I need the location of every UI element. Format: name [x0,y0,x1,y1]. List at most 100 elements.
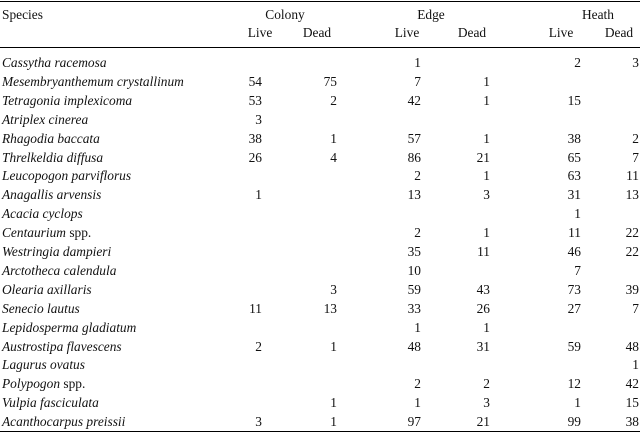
table-cell: 48 [407,338,421,354]
species-name-italic: Olearia axillaris [2,281,92,297]
table-cell: 42 [625,376,639,392]
species-name-italic: Rhagodia baccata [2,130,100,146]
bottom-rule [0,431,640,433]
species-header: Species [2,7,43,22]
table-cell: 13 [323,300,337,316]
table-cell: 12 [567,376,581,392]
table-cell: 1 [483,130,490,146]
species-name: Senecio lautus [2,300,80,317]
species-name-italic: Senecio lautus [2,300,80,316]
table-cell: 2 [574,55,581,70]
species-name: Cassytha racemosa [2,54,107,71]
table-cell: 7 [632,149,639,165]
table-cell: 73 [567,281,581,297]
table-cell: 38 [625,414,639,430]
species-name-italic: Atriplex cinerea [2,111,89,127]
table-cell: 2 [632,130,639,146]
table-cell: 53 [248,92,262,108]
species-name: Polypogon spp. [2,375,85,392]
table-cell: 22 [625,225,639,241]
species-name-italic: Threlkeldia diffusa [2,149,104,165]
table-cell: 65 [567,149,581,165]
table-cell: 4 [330,149,337,165]
table-cell: 2 [483,376,490,392]
table-cell: 3 [483,395,490,411]
species-name-italic: Acanthocarpus preissii [2,414,126,430]
table-cell: 1 [414,55,421,70]
table-cell: 7 [632,300,639,316]
species-name-suffix: spp. [60,376,86,392]
species-name: Leucopogon parviflorus [2,167,131,184]
subheader-edge-dead: Dead [457,25,487,40]
species-name: Westringia dampieri [2,243,111,260]
species-name-italic: Acacia cyclops [2,206,83,222]
table-cell: 2 [330,92,337,108]
species-name: Lagurus ovatus [2,356,85,373]
table-cell: 3 [255,414,262,430]
table-cell: 7 [574,262,581,278]
subheader-edge-live: Live [394,25,420,40]
table-cell: 21 [476,414,490,430]
table-cell: 7 [414,73,421,89]
species-name: Arctotheca calendula [2,262,116,279]
table-cell: 3 [330,281,337,297]
table-cell: 10 [407,262,421,278]
species-name: Centaurium spp. [2,224,91,241]
table-cell: 75 [323,73,337,89]
species-name-italic: Anagallis arvensis [2,187,102,203]
species-name-italic: Arctotheca calendula [2,262,117,278]
table-cell: 43 [476,281,490,297]
table-cell: 48 [625,338,639,354]
table-cell: 59 [407,281,421,297]
table-cell: 22 [625,244,639,259]
species-name-italic: Centaurium [2,225,66,241]
species-name-italic: Lepidosperma gladiatum [2,319,137,335]
group-header-heath: Heath [582,7,614,22]
table-cell: 1 [414,395,421,411]
table-cell: 57 [407,130,421,146]
species-name: Vulpia fasciculata [2,394,99,411]
table-cell: 26 [476,300,490,316]
table-cell: 1 [330,395,337,411]
table-cell: 1 [483,92,490,108]
table-cell: 1 [330,414,337,430]
species-name-italic: Mesembryanthemum crystallinum [2,73,184,89]
group-header-edge: Edge [417,7,445,22]
species-name: Threlkeldia diffusa [2,149,103,166]
table-cell: 1 [330,130,337,146]
table-cell: 1 [483,73,490,89]
species-name-italic: Westringia dampieri [2,244,112,259]
subheader-heath-live: Live [548,25,574,40]
subheader-colony-dead: Dead [302,25,332,40]
table-cell: 1 [330,338,337,354]
table-cell: 3 [483,187,490,203]
table-cell: 31 [476,338,490,354]
species-name-italic: Cassytha racemosa [2,55,107,70]
table-cell: 97 [407,414,421,430]
table-cell: 1 [574,206,581,222]
table-cell: 2 [414,376,421,392]
subheader-colony-live: Live [247,25,273,40]
species-name: Rhagodia baccata [2,130,100,147]
table-cell: 54 [248,73,262,89]
species-name-italic: Tetragonia implexicoma [2,92,133,108]
species-name-italic: Vulpia fasciculata [2,395,99,411]
table-cell: 15 [567,92,581,108]
table-cell: 1 [483,319,490,335]
table-cell: 1 [414,319,421,335]
table-cell: 1 [483,168,490,184]
species-name: Mesembryanthemum crystallinum [2,73,184,90]
table-cell: 13 [407,187,421,203]
subheader-heath-dead: Dead [604,25,634,40]
species-name: Olearia axillaris [2,281,92,298]
table-cell: 99 [567,414,581,430]
table-cell: 46 [567,244,581,259]
table-cell: 11 [568,225,581,241]
table-cell: 31 [567,187,581,203]
table-cell: 59 [567,338,581,354]
table-cell: 3 [632,55,639,70]
table-cell: 1 [255,187,262,203]
table-cell: 13 [625,187,639,203]
species-name: Acanthocarpus preissii [2,413,125,430]
